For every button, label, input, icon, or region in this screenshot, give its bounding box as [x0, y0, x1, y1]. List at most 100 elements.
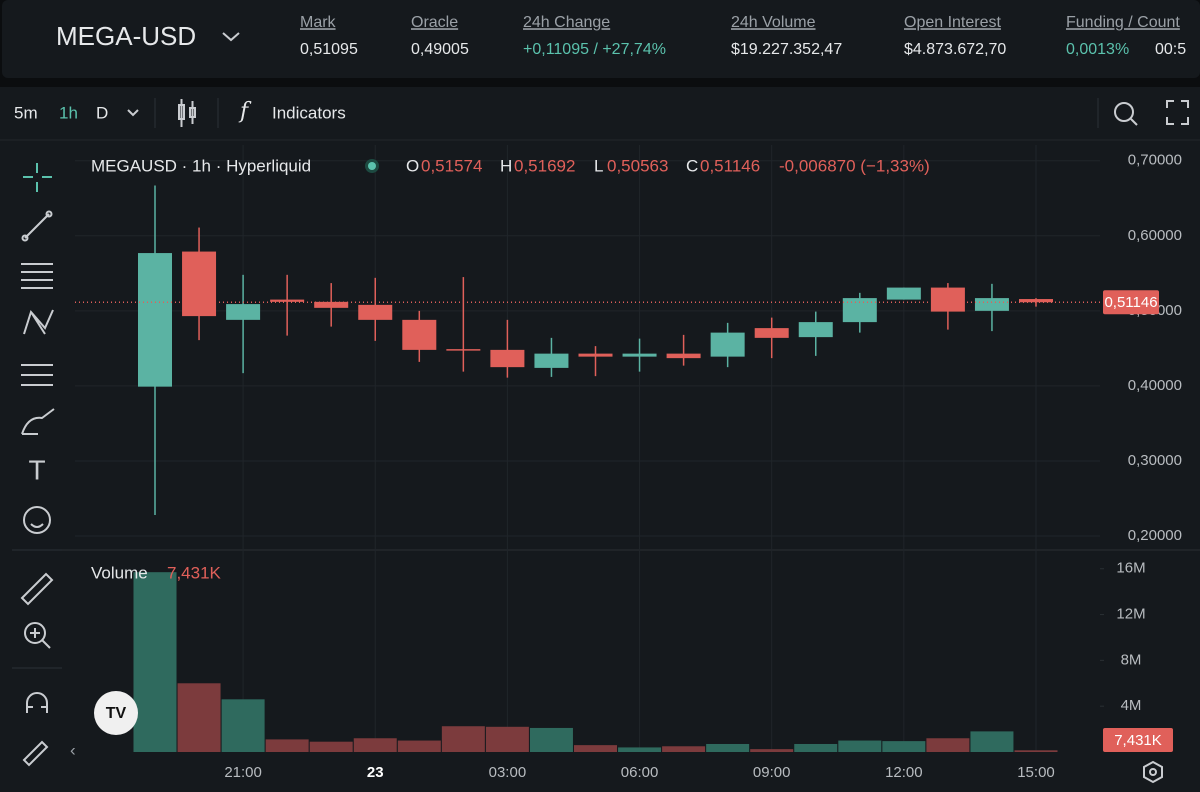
- volume-bar: [794, 743, 838, 752]
- y-tick-label: 12M: [1116, 606, 1145, 623]
- candle-body: [974, 298, 1009, 311]
- volume-tag: [1103, 728, 1173, 752]
- y-tick-label: 16M: [1116, 560, 1145, 577]
- x-tick-label: 12:00: [885, 764, 923, 781]
- x-tick-label: 21:00: [224, 764, 262, 781]
- legend-label: C: [686, 156, 698, 175]
- trend-line-icon[interactable]: [21, 210, 53, 242]
- magnet-icon[interactable]: [26, 692, 48, 713]
- lock-draw-icon[interactable]: [22, 740, 49, 767]
- stat-value: $4.873.672,70: [904, 41, 1006, 58]
- candle-body: [402, 319, 437, 350]
- candle-body: [754, 328, 789, 338]
- stat-label: Open Interest: [904, 14, 1002, 31]
- volume-bar: [662, 746, 706, 752]
- volume-bar: [485, 726, 529, 752]
- candle-body: [270, 299, 305, 302]
- volume-bar: [574, 745, 617, 752]
- y-tick-label: 0,70000: [1128, 152, 1182, 169]
- last-price-tag: [1103, 290, 1159, 315]
- status-dot: [368, 162, 376, 170]
- volume-bar: [353, 738, 397, 752]
- legend-change: -0,006870 (−1,33%): [779, 156, 930, 175]
- alert-icon[interactable]: [1114, 102, 1138, 126]
- volume-bar: [838, 740, 882, 752]
- settings-icon[interactable]: [1143, 760, 1163, 784]
- volume-bar: [882, 741, 926, 752]
- volume-bar: [221, 699, 265, 752]
- stat-label: Oracle: [411, 14, 458, 31]
- last-price-label: 0,51146: [1104, 294, 1157, 311]
- candle-body: [226, 304, 261, 320]
- fullscreen-icon[interactable]: [1166, 100, 1189, 125]
- collapse-arrow[interactable]: ‹: [70, 740, 76, 759]
- x-tick-label: 23: [367, 764, 384, 781]
- legend-value: 0,51692: [514, 156, 575, 175]
- chart-panel: [0, 86, 1200, 792]
- candle-body: [446, 349, 481, 351]
- volume-bar: [529, 727, 573, 752]
- candle-body: [622, 353, 657, 357]
- candle-body: [798, 322, 833, 338]
- candle-body: [138, 253, 172, 387]
- projection-icon[interactable]: [21, 364, 53, 386]
- interval-chevron[interactable]: [127, 109, 139, 117]
- candle-body: [666, 353, 701, 359]
- indicators[interactable]: Indicators: [272, 103, 346, 122]
- volume-bar: [1014, 750, 1058, 752]
- candle-body: [358, 304, 393, 320]
- legend-label: L: [594, 156, 603, 175]
- y-tick-label: 0,60000: [1128, 227, 1182, 244]
- legend-label: H: [500, 156, 512, 175]
- volume-bar: [618, 747, 662, 752]
- x-tick-label: 03:00: [489, 764, 527, 781]
- legend-symbol: MEGAUSD · 1h · Hyperliquid: [91, 156, 311, 175]
- stat-value: $19.227.352,47: [731, 41, 842, 58]
- interval[interactable]: 5m: [14, 103, 38, 122]
- brush-icon[interactable]: [21, 408, 55, 435]
- candle-body: [490, 349, 525, 368]
- stat-extra: 00:5: [1155, 41, 1186, 58]
- legend-label: O: [406, 156, 419, 175]
- symbol-chevron[interactable]: [222, 32, 240, 42]
- pattern-icon[interactable]: [23, 309, 54, 335]
- volume-bar: [397, 740, 441, 752]
- volume-tag-label: 7,431K: [1114, 732, 1162, 749]
- candle-body: [930, 287, 965, 312]
- logo-mark[interactable]: TV: [106, 705, 127, 722]
- text-icon[interactable]: T: [28, 454, 45, 485]
- legend-value: 0,50563: [607, 156, 668, 175]
- zoom-icon[interactable]: [24, 622, 51, 649]
- y-tick-label: 0,20000: [1128, 527, 1182, 544]
- left-toolbar: T ‹: [12, 163, 76, 767]
- legend-value: 0,51574: [421, 156, 482, 175]
- x-tick-label: 09:00: [753, 764, 791, 781]
- candle-icon[interactable]: [178, 99, 196, 127]
- header-bar: [2, 0, 1200, 78]
- volume-title: Volume: [91, 563, 148, 582]
- volume-bar: [133, 572, 177, 752]
- interval[interactable]: D: [96, 103, 108, 122]
- symbol[interactable]: MEGA-USD: [56, 21, 196, 51]
- stat-label: 24h Volume: [731, 14, 816, 31]
- stats: Mark 0,51095 Oracle 0,49005 24h Change +0,110…: [300, 14, 1186, 58]
- y-tick-label: 8M: [1121, 651, 1142, 668]
- crosshair-icon[interactable]: [23, 163, 52, 192]
- volume-bar: [441, 726, 485, 752]
- candle-body: [578, 353, 613, 357]
- legend-value: 0,51146: [700, 156, 760, 175]
- volume-bar: [177, 683, 221, 752]
- stat-label: Funding / Count: [1066, 14, 1180, 31]
- x-tick-label: 06:00: [621, 764, 659, 781]
- stat-value: +0,11095 / +27,74%: [523, 41, 666, 58]
- emoji-icon[interactable]: [23, 506, 51, 534]
- interval[interactable]: 1h: [59, 103, 78, 122]
- x-tick-label: 15:00: [1017, 764, 1055, 781]
- stat-value: 0,0013%: [1066, 41, 1129, 58]
- fib-icon[interactable]: [21, 263, 53, 289]
- ruler-icon[interactable]: [20, 572, 54, 606]
- stat-label: Mark: [300, 14, 337, 31]
- volume-value: 7,431K: [167, 563, 222, 582]
- logo[interactable]: [94, 691, 138, 735]
